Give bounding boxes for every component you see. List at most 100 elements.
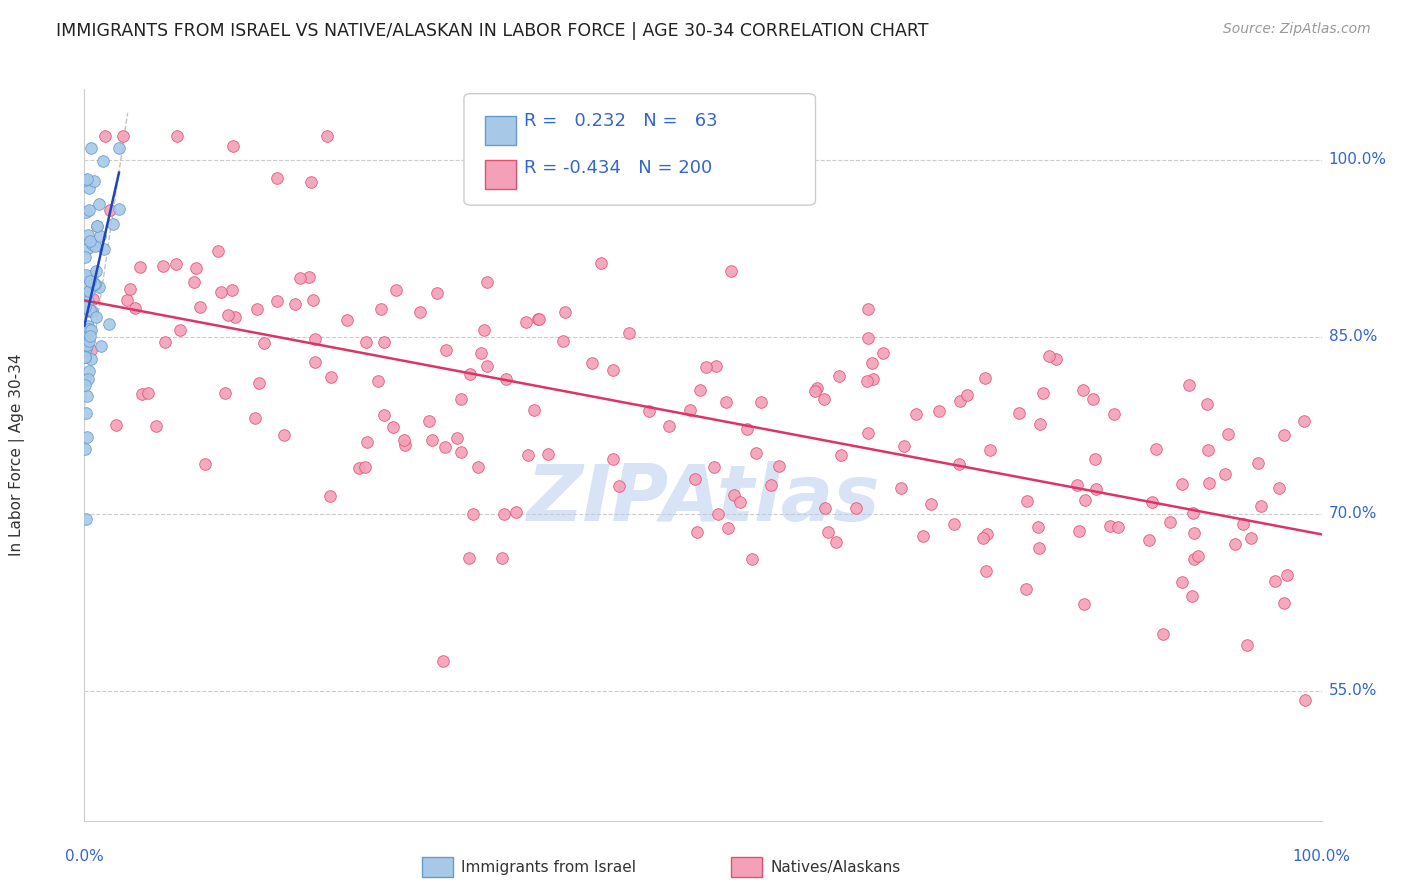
Point	[1213, 467, 1236, 481]
Point	[723, 488, 745, 502]
Point	[73, 373, 96, 387]
Text: 100.0%: 100.0%	[1292, 849, 1351, 864]
Point	[704, 359, 727, 374]
Point	[720, 264, 742, 278]
Point	[221, 283, 243, 297]
Point	[1232, 516, 1254, 531]
Point	[217, 308, 239, 322]
Point	[658, 419, 681, 434]
Point	[75, 406, 97, 420]
Point	[409, 305, 432, 319]
Point	[825, 535, 848, 549]
Point	[76, 328, 98, 343]
Point	[221, 139, 243, 153]
Point	[77, 203, 100, 218]
Point	[94, 129, 117, 144]
Point	[75, 204, 97, 219]
Point	[1275, 567, 1298, 582]
Text: Natives/Alaskans: Natives/Alaskans	[770, 860, 901, 874]
Text: 0.0%: 0.0%	[65, 849, 104, 864]
Point	[1240, 531, 1263, 545]
Point	[79, 234, 101, 248]
Point	[356, 335, 378, 350]
Point	[862, 372, 884, 386]
Point	[80, 343, 103, 358]
Point	[475, 275, 498, 289]
Point	[845, 501, 868, 516]
Point	[1144, 442, 1167, 456]
Point	[1038, 349, 1060, 363]
Point	[1073, 492, 1095, 507]
Point	[830, 448, 852, 462]
Point	[394, 438, 416, 452]
Point	[76, 429, 98, 443]
Point	[589, 256, 612, 270]
Point	[124, 301, 146, 316]
Point	[76, 389, 98, 403]
Point	[813, 392, 835, 407]
Point	[98, 318, 121, 332]
Point	[717, 521, 740, 535]
Point	[505, 505, 527, 519]
Point	[1104, 407, 1126, 421]
Point	[817, 524, 839, 539]
Point	[637, 404, 659, 418]
Point	[129, 260, 152, 275]
Point	[1073, 597, 1095, 611]
Point	[153, 335, 176, 350]
Point	[450, 392, 472, 406]
Point	[685, 472, 707, 486]
Point	[347, 461, 370, 475]
Point	[856, 301, 879, 316]
Point	[101, 218, 124, 232]
Point	[79, 329, 101, 343]
Point	[209, 285, 232, 299]
Point	[703, 460, 725, 475]
Point	[77, 241, 100, 255]
Point	[76, 228, 98, 243]
Point	[80, 304, 103, 318]
Point	[491, 550, 513, 565]
Point	[93, 242, 115, 256]
Point	[420, 434, 443, 448]
Point	[433, 440, 456, 454]
Point	[83, 277, 105, 291]
Point	[492, 507, 515, 521]
Point	[515, 315, 537, 329]
Point	[446, 431, 468, 445]
Point	[434, 343, 457, 358]
Point	[373, 409, 395, 423]
Point	[1198, 475, 1220, 490]
Point	[943, 517, 966, 532]
Point	[806, 381, 828, 395]
Point	[872, 346, 894, 360]
Point	[299, 175, 322, 189]
Point	[1159, 516, 1181, 530]
Point	[495, 372, 517, 386]
Point	[1152, 627, 1174, 641]
Point	[79, 280, 101, 294]
Point	[1067, 524, 1090, 539]
Point	[118, 282, 141, 296]
Point	[1247, 456, 1270, 470]
Point	[304, 355, 326, 369]
Point	[80, 236, 103, 251]
Point	[1085, 483, 1108, 497]
Point	[1107, 520, 1129, 534]
Point	[1029, 417, 1052, 432]
Point	[145, 419, 167, 434]
Point	[602, 363, 624, 377]
Point	[214, 386, 236, 401]
Point	[607, 478, 630, 492]
Point	[76, 172, 98, 186]
Point	[75, 335, 97, 350]
Point	[98, 202, 121, 217]
Point	[860, 355, 883, 369]
Point	[1032, 385, 1054, 400]
Point	[373, 334, 395, 349]
Point	[1197, 397, 1219, 411]
Point	[1098, 519, 1121, 533]
Point	[472, 323, 495, 337]
Point	[858, 331, 880, 345]
Text: Immigrants from Israel: Immigrants from Israel	[461, 860, 636, 874]
